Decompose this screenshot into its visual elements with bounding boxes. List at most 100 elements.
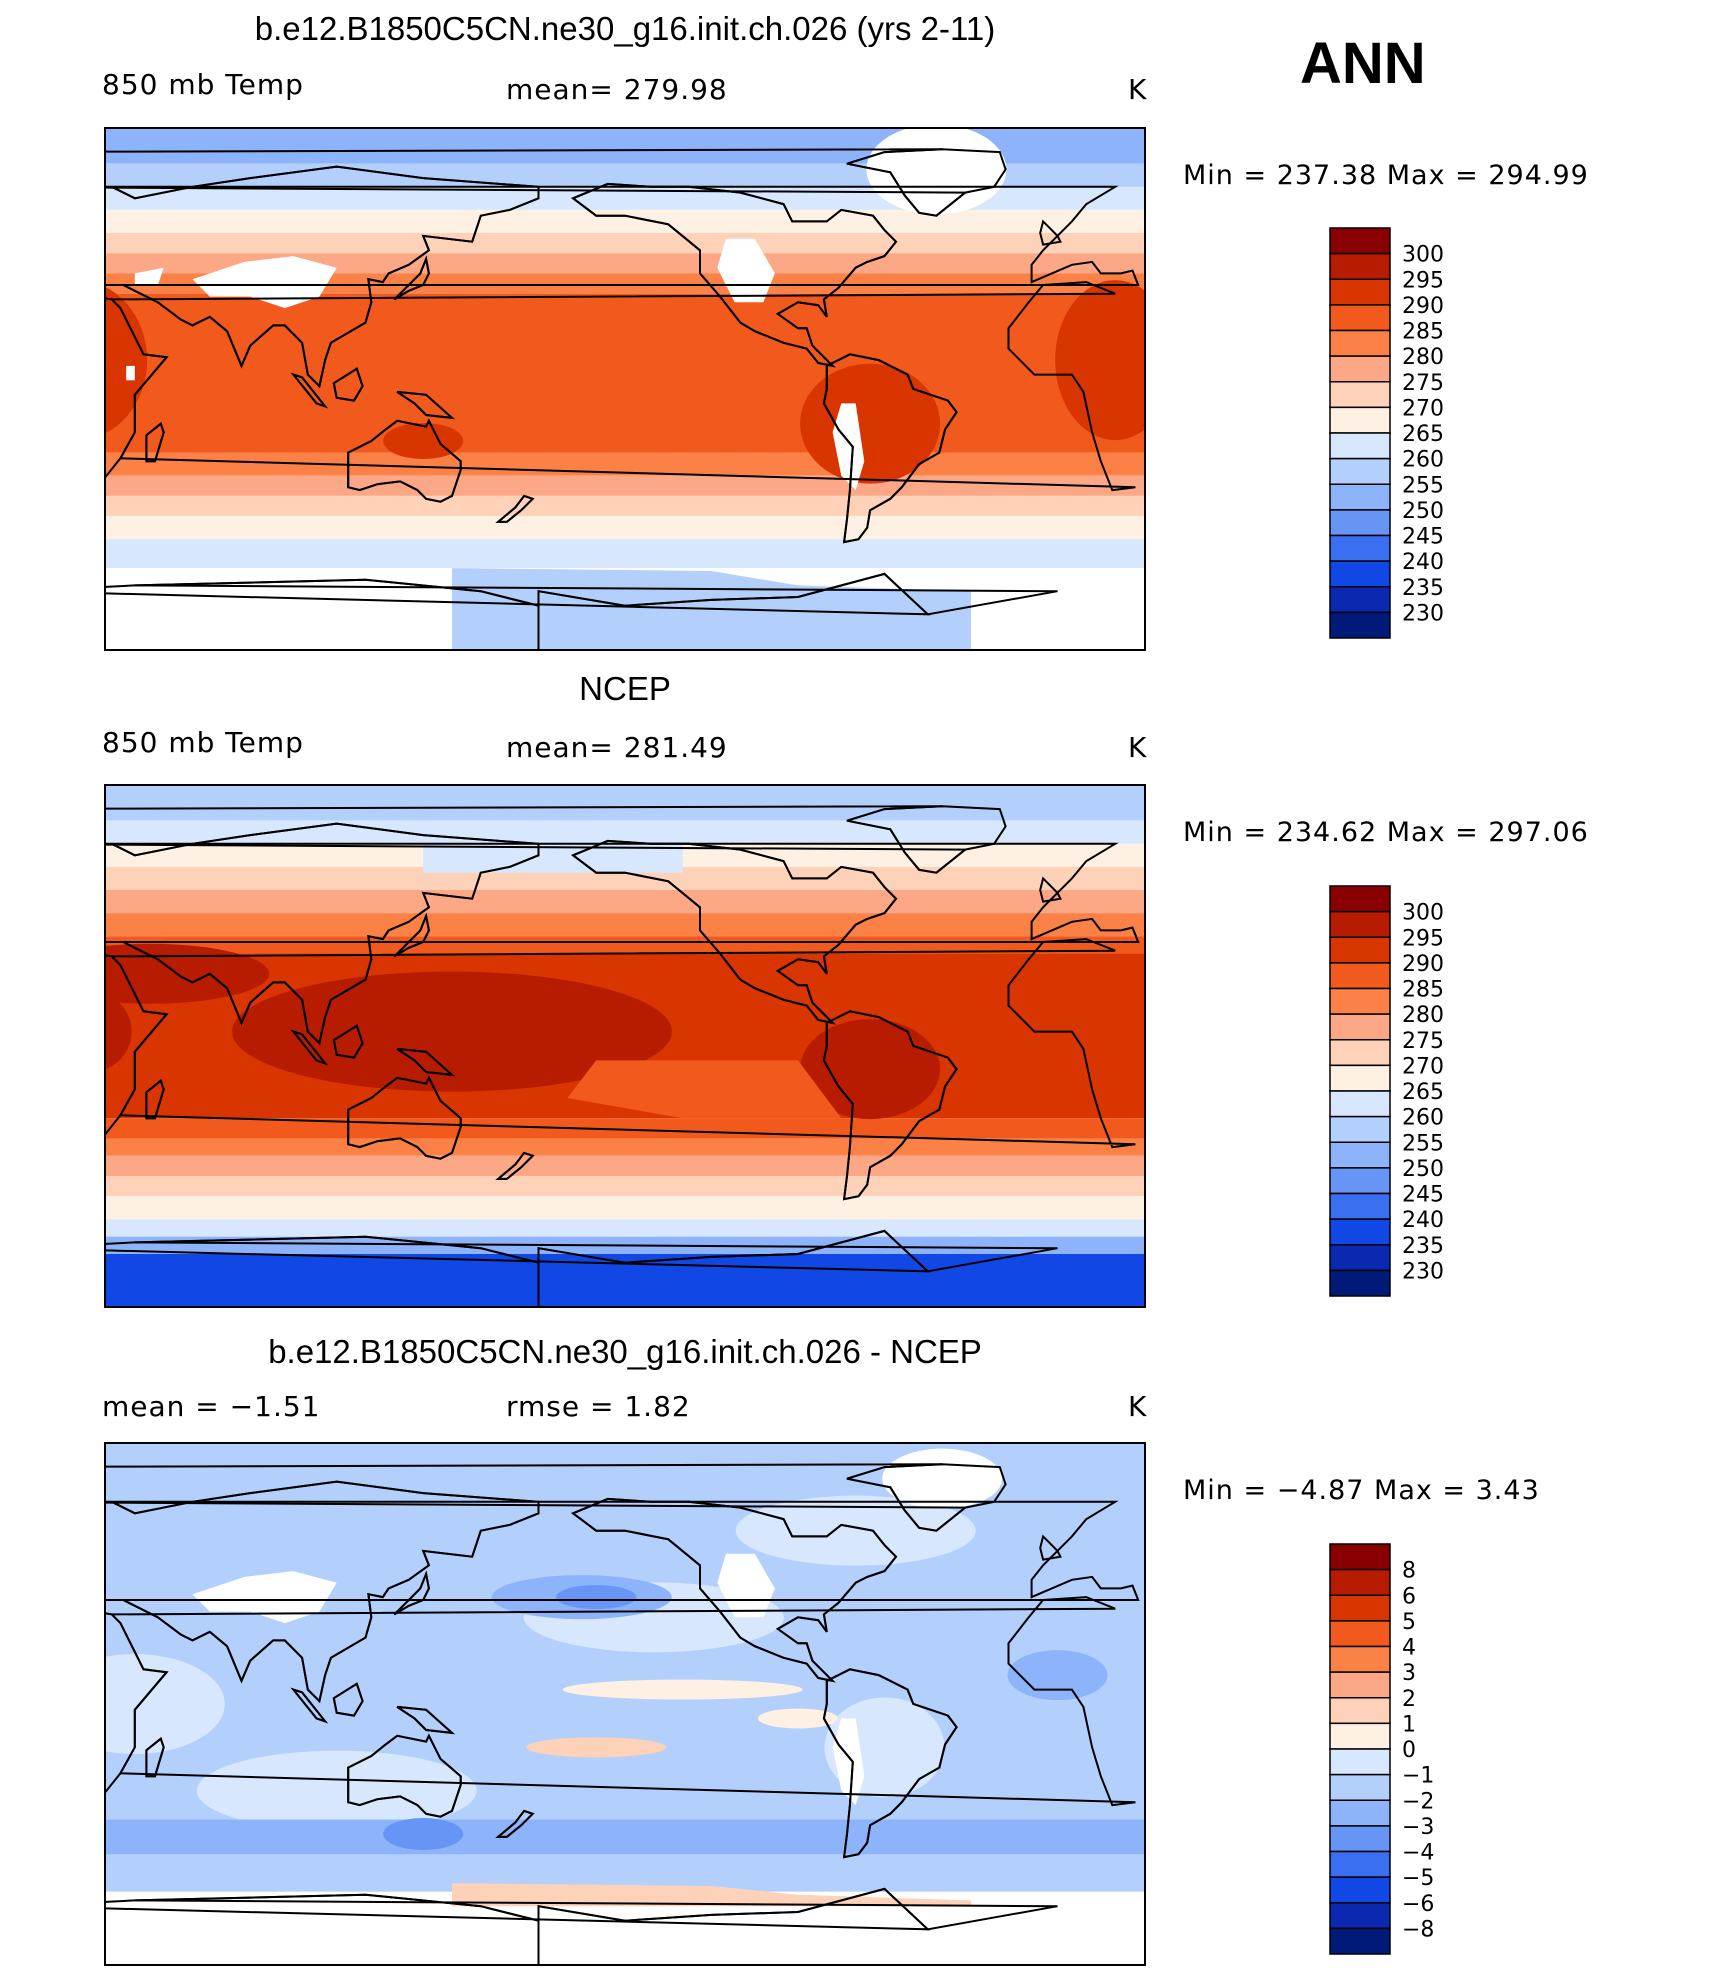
coastline [106,954,169,1135]
colorbar-tick-label: 270 [1402,1054,1444,1079]
temperature-contour [1055,280,1144,441]
colorbar-swatch [1329,1799,1391,1827]
colorbar-swatch [1329,1543,1391,1571]
colorbar-swatch [1329,1269,1391,1297]
colorbar-tick-label: 290 [1402,952,1444,977]
temperature-band [106,1219,1144,1237]
colorbar-tick-label: 6 [1402,1584,1416,1609]
coastline [290,1687,328,1724]
coastline [822,1668,958,1859]
colorbar-swatch [1329,329,1391,357]
colorbar-tick-label: −4 [1402,1841,1434,1866]
temperature-contour [800,1019,941,1120]
panel-1-mean-label: mean= 279.98 [506,73,728,106]
colorbar-swatch [1329,1927,1391,1955]
missing-data-mask [832,403,865,491]
coastline [822,1010,958,1201]
coastline [145,1737,165,1778]
colorbar-swatch [1329,1671,1391,1699]
colorbar-swatch [1329,1825,1391,1853]
colorbar-swatch [1329,987,1391,1015]
coastline [332,367,364,402]
temperature-contour [196,1750,477,1831]
coastline [393,912,430,958]
panel-3-minmax: Min = −4.87 Max = 3.43 [1183,1475,1540,1506]
temperature-contour [735,1495,976,1566]
colorbar-swatch [1329,586,1391,614]
colorbar-tick-label: 4 [1402,1636,1416,1661]
coastline [393,1570,430,1616]
colorbar-tick-label: 255 [1402,1131,1444,1156]
temperature-band [106,539,1144,569]
coastline [106,297,169,478]
colorbar-swatch [1329,885,1391,913]
colorbar-tick-label: 230 [1402,1259,1444,1284]
colorbar-tick-label: −5 [1402,1866,1434,1891]
colorbar-swatch [1329,1064,1391,1092]
temperature-contour [526,1737,667,1758]
panel-2-variable-label: 850 mb Temp [102,726,304,759]
colorbar-tick-label: −8 [1402,1917,1434,1942]
colorbar-tick-label: 240 [1402,550,1444,575]
panel-3-mean-label: mean = −1.51 [102,1390,321,1423]
missing-data-mask [192,1571,337,1624]
colorbar-tick-label: 280 [1402,345,1444,370]
coastline [106,805,969,874]
colorbar-tick-label: 230 [1402,601,1444,626]
panel-2-minmax: Min = 234.62 Max = 297.06 [1183,817,1589,848]
coastline [347,418,462,503]
colorbar-swatch [1329,534,1391,562]
colorbar-tick-label: 280 [1402,1003,1444,1028]
colorbar-swatch [1329,509,1391,537]
colorbar-tick-label: 255 [1402,473,1444,498]
colorbar-tick-label: 260 [1402,448,1444,473]
colorbar-tick-label: −2 [1402,1789,1434,1814]
colorbar-swatch [1329,1568,1391,1596]
coastline [106,1480,540,1704]
colorbar-swatch [1329,1192,1391,1220]
temperature-contour [1007,1650,1108,1701]
colorbar-tick-label: 290 [1402,294,1444,319]
temperature-band [106,786,1144,821]
season-label: ANN [1300,31,1426,96]
panel-3-map [104,1442,1146,1966]
colorbar-swatch [1329,910,1391,938]
coastline [1039,1534,1062,1561]
coastline [145,1079,165,1120]
colorbar-swatch [1329,355,1391,383]
temperature-contour [106,994,132,1069]
temperature-band [106,516,1144,540]
colorbar-swatch [1329,1167,1391,1195]
colorbar-swatch [1329,457,1391,485]
colorbar-swatch [1329,1039,1391,1067]
coastline [495,1151,535,1180]
coastline [571,1497,898,1683]
colorbar-tick-label: −3 [1402,1815,1434,1840]
colorbar-swatch [1329,227,1391,255]
temperature-contour [556,1585,637,1610]
colorbar-tick-label: −6 [1402,1892,1434,1917]
missing-data-mask [832,1718,865,1806]
coastline [290,1029,328,1066]
panel-1-map [104,127,1146,651]
coastline [571,839,898,1025]
colorbar-swatch [1329,381,1391,409]
coastline [332,1682,364,1717]
temperature-band [106,936,1144,954]
missing-data-mask [134,267,164,285]
coastline [396,1047,456,1077]
temperature-contour [423,829,683,873]
temperature-band [106,866,1144,890]
colorbar-tick-label: 265 [1402,422,1444,447]
temperature-contour [383,1818,464,1850]
coastline [571,182,898,368]
missing-data-mask [192,256,337,309]
temperature-band [106,1819,1144,1855]
colorbar-swatch [1329,611,1391,639]
colorbar-tick-label: 275 [1402,1029,1444,1054]
colorbar-tick-label: 1 [1402,1712,1416,1737]
missing-data-mask [126,365,135,381]
temperature-contour [758,1708,838,1729]
colorbar-tick-label: 245 [1402,525,1444,550]
missing-data-mask [717,1553,775,1618]
